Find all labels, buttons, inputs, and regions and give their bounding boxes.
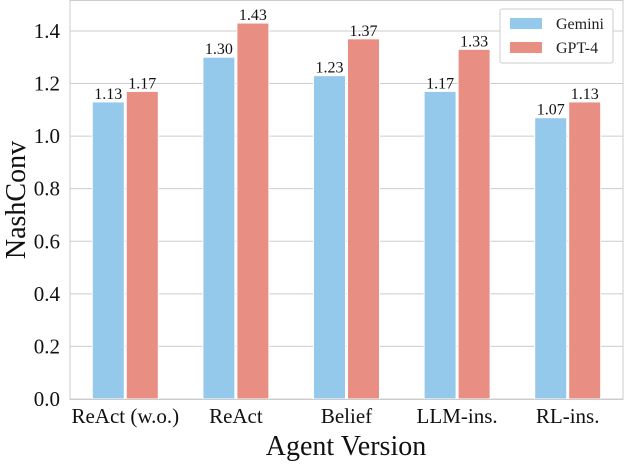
y-tick-label: 0.4: [34, 282, 61, 306]
bar-gemini: [91, 101, 125, 400]
bar-value-label: 1.17: [128, 75, 156, 92]
x-tick-label: Belief: [321, 404, 372, 428]
bar-gemini: [423, 90, 457, 400]
y-tick-label: 0.6: [34, 229, 60, 253]
bars: 1.13 1.17 1.30 1.43 1.23 1.37 1.17 1.33 1.07 1.13: [91, 7, 602, 400]
bar-value-label: 1.17: [426, 75, 454, 92]
y-axis-label: NashConv: [1, 141, 32, 259]
x-tick-label: ReAct (w.o.): [71, 404, 179, 428]
x-axis-label: Agent Version: [266, 431, 426, 461]
x-tick-label: ReAct: [209, 404, 263, 428]
bar-value-label: 1.07: [537, 102, 565, 119]
y-tick-label: 1.4: [34, 19, 61, 43]
bar-value-label: 1.33: [460, 33, 488, 50]
bar-value-label: 1.13: [94, 86, 122, 103]
bar-gpt4: [347, 38, 380, 400]
y-tick-label: 1.2: [34, 72, 60, 96]
bar-gpt4: [236, 22, 270, 400]
y-tick-label: 0.0: [34, 387, 60, 411]
bar-gpt4: [568, 101, 602, 400]
gridlines: [70, 30, 623, 400]
y-tick-label: 0.8: [34, 177, 60, 201]
bar-value-label: 1.43: [239, 7, 267, 24]
legend: Gemini GPT-4: [499, 8, 614, 64]
y-axis-ticks: 0.0 0.2 0.4 0.6 0.8 1.0 1.2 1.4: [34, 19, 61, 411]
bar-value-label: 1.23: [316, 60, 344, 77]
legend-label-gemini: Gemini: [556, 16, 605, 33]
y-tick-label: 0.2: [34, 334, 60, 358]
x-tick-label: LLM-ins.: [417, 404, 498, 428]
bar-value-label: 1.30: [205, 41, 233, 58]
bar-gpt4: [457, 48, 491, 400]
legend-swatch-gemini: [510, 18, 542, 29]
bar-gemini: [313, 75, 346, 400]
bar-gpt4: [125, 90, 159, 400]
y-tick-label: 1.0: [34, 124, 60, 148]
plot-frame: [69, 0, 624, 400]
x-axis-ticks: ReAct (w.o.) ReAct Belief LLM-ins. RL-ins.: [71, 404, 599, 428]
legend-swatch-gpt4: [510, 42, 542, 53]
bar-value-label: 1.37: [350, 23, 378, 40]
bar-gemini: [534, 117, 568, 400]
x-tick-label: RL-ins.: [536, 404, 600, 428]
bar-value-label: 1.13: [571, 86, 599, 103]
bar-gemini: [202, 56, 236, 400]
legend-label-gpt4: GPT-4: [556, 40, 598, 57]
